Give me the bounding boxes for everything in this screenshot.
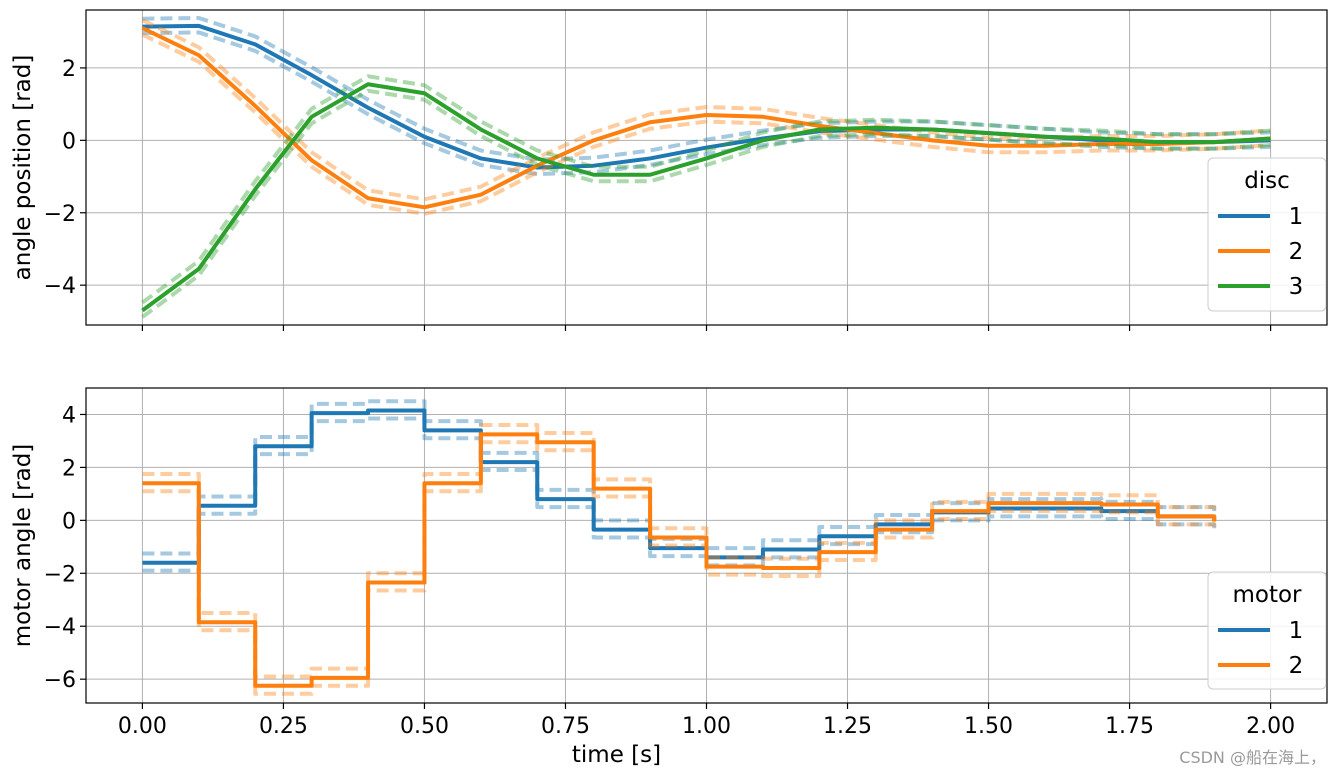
y-axis-label: angle position [rad] [10, 55, 36, 281]
series-3-line [141, 82, 1271, 313]
x-tick-label: 1.00 [682, 714, 731, 739]
y-tick-label: 2 [62, 456, 76, 481]
legend-entry-1: 1 [1289, 618, 1304, 644]
series-2-dashed-variant [142, 423, 1217, 679]
series-2-line [142, 432, 1217, 688]
legend-entry-1: 1 [1289, 204, 1304, 230]
x-axis-label: time [s] [572, 742, 661, 768]
x-tick-label: 2.00 [1246, 714, 1295, 739]
axes-frame [85, 9, 1328, 326]
watermark-text: CSDN @船在海上， [1179, 748, 1326, 767]
y-tick-label: 0 [62, 509, 76, 534]
legend-box [1207, 157, 1327, 312]
series-3-dashed-variant [141, 74, 1271, 305]
chart-panel-2: 0.00 0.25 0.50 0.75 1.00 1.25 1.50 1.75 2.00 −6 −4… [10, 387, 1328, 768]
axes-frame [85, 387, 1328, 704]
legend: disc 1 2 3 [1207, 157, 1327, 312]
series-3-dashed-variant [141, 88, 1271, 319]
y-tick-label: 0 [62, 129, 76, 154]
chart-panel-1: −4 −2 0 2 angle position [rad] disc 1 2 3 [10, 9, 1328, 331]
y-tick-label: −4 [44, 615, 76, 640]
x-tick-label: 1.75 [1105, 714, 1154, 739]
x-tick-label: 0.50 [400, 714, 449, 739]
legend-title: disc [1244, 168, 1290, 194]
y-tick-label: −4 [44, 274, 76, 299]
y-tick-label: −2 [44, 562, 76, 587]
series-2-line [141, 26, 1271, 210]
series-2-dashed-variant [142, 440, 1217, 696]
y-axis-label: motor angle [rad] [10, 444, 36, 648]
series-1-dashed-variant [142, 416, 1217, 573]
y-tick-label: −6 [44, 668, 76, 693]
legend-title: motor [1232, 582, 1302, 608]
x-tick-label: 1.50 [964, 714, 1013, 739]
x-tick-label: 0.75 [541, 714, 590, 739]
legend: motor 1 2 [1207, 571, 1327, 690]
x-tick-label: 0.00 [118, 714, 167, 739]
legend-entry-2: 2 [1289, 239, 1304, 265]
legend-entry-2: 2 [1289, 653, 1304, 679]
y-tick-label: 2 [62, 57, 76, 82]
x-tick-label: 1.25 [823, 714, 872, 739]
series-1-dashed-variant [142, 15, 1271, 162]
y-tick-label: 4 [62, 403, 76, 428]
x-tick-label: 0.25 [259, 714, 308, 739]
series-1-dashed-variant [142, 399, 1217, 556]
legend-entry-3: 3 [1289, 274, 1304, 300]
y-tick-label: −2 [44, 202, 76, 227]
series-2-dashed-variant [141, 32, 1271, 216]
series-1-line [142, 408, 1217, 565]
